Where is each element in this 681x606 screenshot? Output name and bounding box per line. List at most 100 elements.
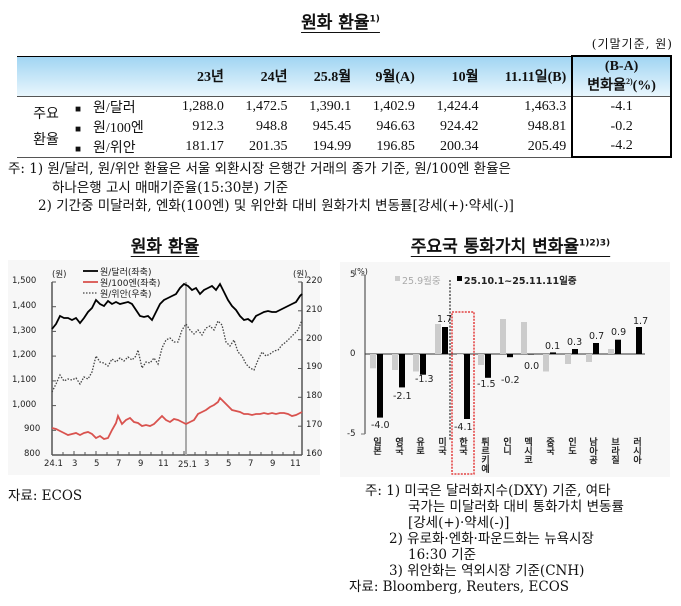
cell: 1,424.4: [436, 98, 479, 114]
rnote-3: 3) 위안화는 역외시장 기준(CNH): [389, 563, 585, 579]
y-tick-left: 1,200: [12, 350, 37, 360]
row-label-text: 원/위안: [93, 140, 136, 156]
cell-change: -4.2: [571, 136, 672, 158]
col-header: 11.11일(B): [504, 70, 567, 85]
rnote-prefix: 주:: [365, 483, 382, 499]
note-1-cont: 하나은행 고시 매매기준율(15:30분) 기준: [52, 179, 289, 196]
rnote-1-cont: 국가는 미달러화 대비 통화가치 변동률: [408, 499, 624, 515]
cell: 912.3: [192, 118, 224, 134]
category-label: 미국: [436, 437, 446, 455]
cell: 201.35: [249, 138, 288, 154]
cell: 196.85: [376, 138, 415, 154]
col-header: 9월(A): [375, 70, 415, 85]
y-tick-left: 900: [24, 424, 41, 434]
bar-chart-svg: [361, 274, 645, 475]
x-tick: 9: [270, 459, 276, 469]
currency-change-bar-chart: (%) 5 0 -5 25.9월중 25.10.1~25.11.11일중 -4.…: [340, 262, 670, 477]
bar-y-tick: 5: [350, 270, 356, 280]
page-title-footnote: 1): [369, 14, 380, 25]
note-1: 주: 1) 원/달러, 원/위안 환율은 서울 외환시장 은행간 거래의 종가 …: [8, 160, 514, 179]
legend-jpy: 원/100엔(좌축): [100, 279, 161, 289]
x-tick: 3: [204, 459, 210, 469]
change-header-footnote: 2): [625, 76, 633, 86]
table-row: 주요 환율 ■ 원/달러 1,288.0 1,472.5 1,390.1 1,40…: [17, 96, 672, 148]
table-header: 23년 24년 25.8월 9월(A) 10월 11.11일(B) (B-A) …: [17, 55, 672, 96]
change-header-text: 변화율: [587, 78, 626, 94]
legend-usd: 원/달러(좌축): [100, 268, 152, 278]
change-header-unit: (%): [632, 78, 656, 94]
y-tick-left: 1,100: [12, 375, 37, 385]
page-title-text: 원화 환율: [301, 13, 370, 33]
legend-cny: 원/위안(우축): [100, 290, 152, 300]
category-label: 인니: [501, 437, 511, 455]
row-label-text: 원/100엔: [93, 120, 144, 136]
x-tick: 11: [290, 459, 301, 469]
cell: 946.63: [376, 118, 415, 134]
y-tick-right: 210: [306, 305, 323, 315]
bar-label: 0.0: [524, 361, 540, 372]
cell: 1,463.3: [524, 98, 567, 114]
page-title: 원화 환율1): [0, 8, 681, 33]
change-header-line1: (B-A): [604, 58, 639, 74]
category-label: 중국: [544, 437, 554, 455]
line-chart-svg: [51, 270, 303, 456]
right-chart-title-text: 주요국 통화가치 변화율: [410, 237, 580, 257]
bar-label: 0.7: [589, 331, 605, 342]
cell: 200.34: [440, 138, 479, 154]
bar-y-tick: -5: [347, 429, 356, 439]
y-tick-right: 200: [306, 334, 323, 344]
right-chart-title-footnote: 1)2)3): [579, 238, 611, 249]
cell: 948.8: [256, 118, 288, 134]
x-tick: 9: [138, 459, 144, 469]
y-tick-right: 190: [306, 362, 323, 372]
right-chart-title: 주요국 통화가치 변화율1)2)3): [340, 232, 681, 257]
cell: 194.99: [312, 138, 352, 154]
bar-label: -1.3: [415, 374, 434, 385]
bar-label: 0.3: [567, 337, 583, 348]
bar-label: 1.7: [633, 316, 649, 327]
row-label: ■ 원/100엔: [75, 117, 165, 137]
legend-oct-nov: 25.10.1~25.11.11일중: [464, 276, 577, 287]
row-group-label-line2: 환율: [33, 131, 59, 148]
category-label: 인도: [566, 437, 576, 455]
rnote-2: 2) 유로화·엔화·파운드화는 뉴욕시장: [389, 531, 594, 547]
bar-label: -4.1: [454, 422, 473, 433]
x-tick: 5: [94, 459, 100, 469]
bar-label: -2.1: [393, 391, 412, 402]
cell: 948.81: [527, 118, 567, 134]
table-notes: 주: 1) 원/달러, 원/위안 환율은 서울 외환시장 은행간 거래의 종가 …: [8, 160, 514, 216]
bar-y-tick: 0: [350, 349, 356, 359]
cell-change: -4.1: [571, 96, 672, 117]
right-axis-unit: (원): [293, 270, 308, 280]
rnote-1-text: 1) 미국은 달러화지수(DXY) 기준, 여타: [386, 483, 611, 499]
cell: 1,390.1: [309, 98, 352, 114]
x-tick: 7: [116, 459, 122, 469]
bar-label: -1.5: [477, 379, 496, 390]
header-empty: [17, 56, 165, 96]
row-group-label-line1: 주요: [33, 105, 59, 122]
y-tick-right: 220: [306, 276, 323, 286]
cell: 1,472.5: [245, 98, 288, 114]
cell: 181.17: [185, 138, 224, 154]
y-tick-left: 1,000: [12, 400, 37, 410]
x-tick: 11: [158, 459, 169, 469]
right-chart-source: 자료: Bloomberg, Reuters, ECOS: [349, 579, 570, 595]
left-axis-unit: (원): [52, 270, 67, 280]
left-chart-title: 원화 환율: [0, 232, 330, 257]
category-label: 유로: [414, 437, 424, 455]
table-body: 주요 환율 ■ 원/달러 1,288.0 1,472.5 1,390.1 1,40…: [17, 96, 672, 158]
category-label: 멕시코: [522, 437, 532, 464]
row-label: ■ 원/달러: [75, 96, 165, 117]
cell: 205.49: [527, 138, 567, 154]
bar-label: 0.1: [545, 341, 561, 352]
col-header: 10월: [451, 70, 479, 85]
right-chart-notes: 주: 1) 미국은 달러화지수(DXY) 기준, 여타 국가는 미달러화 대비 …: [349, 483, 624, 595]
x-tick: 5: [226, 459, 232, 469]
note-prefix: 주:: [8, 161, 25, 177]
y-tick-left: 800: [24, 449, 41, 459]
left-chart-title-text: 원화 환율: [130, 237, 200, 257]
cell-change: -0.2: [571, 116, 672, 137]
bar-label: -4.0: [371, 420, 390, 431]
rnote-2-cont: 16:30 기준: [408, 547, 477, 563]
y-tick-right: 160: [306, 449, 323, 459]
